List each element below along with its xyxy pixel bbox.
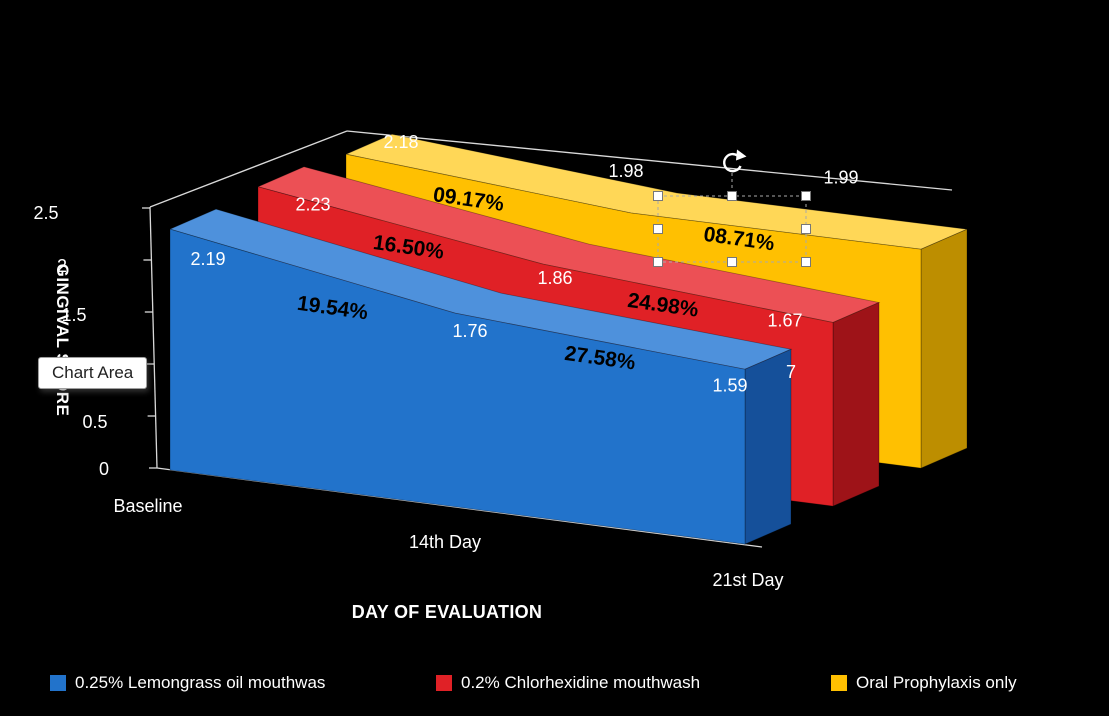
selection-frame[interactable]: [653, 149, 811, 267]
legend-item-oral-prophylaxis[interactable]: Oral Prophylaxis only: [831, 673, 1017, 693]
selection-handle[interactable]: [653, 257, 663, 267]
selection-handles[interactable]: [653, 191, 811, 267]
x-category-label[interactable]: 14th Day: [409, 532, 481, 552]
stray-digit-label: 7: [786, 362, 796, 382]
y-tick-label: 1.5: [61, 305, 86, 325]
selection-handle[interactable]: [801, 224, 811, 234]
data-value-label[interactable]: 2.23: [295, 195, 330, 215]
series-2-side-face[interactable]: [920, 228, 968, 469]
legend-swatch-blue: [50, 675, 66, 691]
selection-handle[interactable]: [801, 257, 811, 267]
y-axis-title[interactable]: GINGIVAL SCORE: [53, 263, 72, 417]
rotate-handle-icon[interactable]: [723, 149, 747, 173]
y-tick-label: 2.5: [33, 203, 58, 223]
y-tick-label: 2: [57, 256, 67, 276]
legend-label: 0.2% Chlorhexidine mouthwash: [461, 673, 701, 692]
data-value-label[interactable]: 1.86: [537, 268, 572, 288]
axis-line: [149, 206, 158, 469]
selection-handle[interactable]: [653, 191, 663, 201]
data-value-label[interactable]: 1.67: [767, 310, 802, 330]
y-tick-label: 0.5: [82, 412, 107, 432]
legend-item-lemongrass[interactable]: 0.25% Lemongrass oil mouthwas: [50, 673, 325, 693]
axis-line: [346, 130, 953, 191]
data-value-label[interactable]: 1.98: [608, 161, 643, 181]
x-category-label[interactable]: 21st Day: [712, 570, 783, 590]
series-0-side-face[interactable]: [744, 348, 792, 545]
selection-handle[interactable]: [727, 191, 737, 201]
selection-handle[interactable]: [727, 257, 737, 267]
axis-line: [149, 130, 348, 208]
legend-label: 0.25% Lemongrass oil mouthwas: [75, 673, 326, 692]
series-0-front-face[interactable]: [169, 228, 746, 545]
legend-swatch-yellow: [831, 675, 847, 691]
data-value-label[interactable]: 1.76: [452, 321, 487, 341]
data-value-label[interactable]: 1.59: [712, 375, 747, 395]
series-1-side-face[interactable]: [832, 301, 880, 507]
data-value-label[interactable]: 2.18: [383, 132, 418, 152]
data-value-label[interactable]: 2.19: [190, 249, 225, 269]
selection-handle[interactable]: [801, 191, 811, 201]
selection-handle[interactable]: [653, 224, 663, 234]
x-category-label[interactable]: Baseline: [113, 496, 182, 516]
x-axis-title[interactable]: DAY OF EVALUATION: [351, 602, 543, 622]
data-value-label[interactable]: 1.99: [823, 167, 858, 187]
legend-label: Oral Prophylaxis only: [856, 673, 1017, 692]
legend-swatch-red: [436, 675, 452, 691]
chart-area-tooltip: Chart Area: [38, 357, 148, 389]
y-tick-label: 0: [99, 459, 109, 479]
legend-item-chlorhexidine[interactable]: 0.2% Chlorhexidine mouthwash: [436, 673, 700, 693]
